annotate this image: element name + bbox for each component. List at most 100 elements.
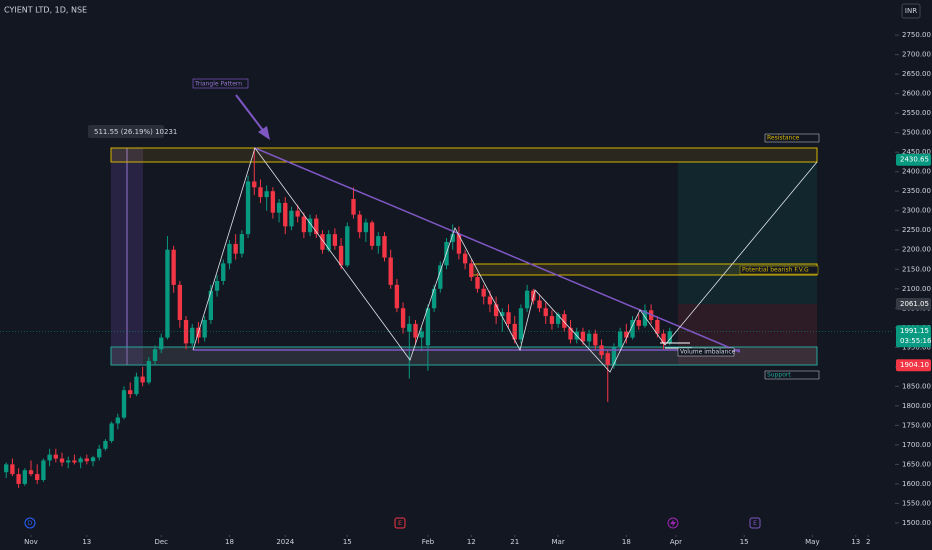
candle-body: [140, 376, 145, 383]
candle-body: [295, 210, 300, 217]
candle-body: [376, 236, 381, 246]
candle-body: [320, 234, 325, 250]
candle-body: [109, 423, 114, 441]
candle-body: [276, 202, 282, 213]
candle-body: [388, 257, 393, 285]
candle-body: [270, 191, 276, 213]
candle-body: [90, 457, 96, 462]
y-tick-label: 1500.00: [902, 519, 931, 527]
y-tick-label: 1950.00: [902, 343, 931, 351]
candle-body: [171, 249, 176, 285]
y-tick-label: 2550.00: [902, 109, 931, 117]
candle-body: [481, 288, 486, 297]
candle-body: [382, 236, 387, 258]
candle-body: [134, 376, 139, 395]
candle-body: [41, 460, 46, 480]
event-icon: [667, 517, 679, 529]
candle-body: [159, 337, 164, 350]
candle-body: [562, 314, 567, 328]
candle-body: [78, 458, 83, 463]
candle-body: [66, 460, 71, 463]
x-tick-label: 18: [622, 538, 631, 546]
candle-body: [345, 226, 350, 266]
candle-body: [307, 218, 313, 233]
annotation-box: [192, 78, 249, 89]
candle-body: [568, 327, 573, 340]
candle-body: [469, 263, 474, 278]
x-tick-label: 2024: [276, 538, 294, 546]
candle-body: [301, 216, 307, 233]
y-tick-label: 2700.00: [902, 51, 931, 59]
y-tick-label: 1550.00: [902, 499, 931, 507]
candle-body: [512, 323, 517, 340]
x-tick-label: 2: [866, 538, 870, 546]
candle-body: [252, 181, 257, 188]
candle-body: [524, 290, 530, 309]
x-tick-label: Dec: [154, 538, 168, 546]
price-label-box: [896, 297, 931, 310]
candle-body: [438, 265, 443, 289]
candle-body: [264, 191, 269, 198]
candle-body: [314, 218, 319, 235]
axis-background: [895, 0, 932, 550]
annotation: Potential bearish F.V.G: [742, 267, 809, 274]
candle-body: [208, 290, 214, 320]
y-tick-label: 1850.00: [902, 382, 931, 390]
annotation: Support: [767, 372, 791, 379]
candles: [0, 148, 893, 488]
triangle-upper-line: [254, 147, 741, 353]
support-zone: [110, 346, 818, 366]
candle-body: [642, 310, 648, 326]
candle-body: [289, 210, 294, 227]
candle-body: [549, 316, 555, 324]
price-label: 2430.65: [900, 156, 929, 164]
candle-body: [506, 312, 511, 324]
events: D E E: [24, 517, 761, 529]
x-tick-label: May: [805, 538, 819, 546]
event-icon: [394, 517, 406, 529]
candle-body: [425, 308, 431, 346]
x-tick-label: Apr: [670, 538, 682, 546]
x-tick-label: 21: [510, 538, 519, 546]
y-tick-label: 2400.00: [902, 168, 931, 176]
candle-body: [456, 234, 462, 254]
y-tick-label: 2300.00: [902, 207, 931, 215]
y-tick-label: 2750.00: [902, 31, 931, 39]
price-axis: INR 1500.00 1550.00 1600.00 1650.00 1700.00 1…: [895, 0, 932, 550]
candle-body: [214, 280, 220, 291]
candle-body: [121, 390, 127, 418]
event-label: E: [398, 520, 402, 527]
candle-body: [338, 245, 344, 266]
candle-body: [586, 333, 592, 342]
candle-body: [245, 181, 251, 235]
candle-body: [624, 331, 629, 338]
y-tick-label: 1700.00: [902, 441, 931, 449]
y-tick-label: 2650.00: [902, 70, 931, 78]
y-tick-label: 2600.00: [902, 90, 931, 98]
candle-body: [227, 243, 232, 264]
candle-body: [661, 333, 666, 344]
currency: INR: [905, 7, 917, 15]
candle-body: [357, 214, 362, 233]
candle-body: [35, 474, 40, 480]
x-tick-label: 13: [82, 538, 91, 546]
x-tick-label: 15: [343, 538, 352, 546]
candle-body: [630, 319, 635, 338]
candle-body: [16, 474, 21, 484]
candle-body: [400, 308, 406, 328]
candle-body: [128, 390, 133, 395]
y-tick-label: 2150.00: [902, 265, 931, 273]
x-tick-label: Mar: [552, 538, 565, 546]
annotation-box: [677, 347, 735, 357]
candle-body: [258, 187, 263, 198]
zigzag: [192, 147, 818, 373]
candle-body: [605, 353, 610, 365]
y-tick-label: 2100.00: [902, 285, 931, 293]
candle-body: [115, 417, 120, 424]
candle-body: [394, 284, 400, 309]
candle-body: [518, 308, 524, 340]
candle-body: [4, 464, 9, 473]
annotation: Triangle Pattern: [194, 81, 242, 88]
candle-body: [543, 308, 548, 317]
